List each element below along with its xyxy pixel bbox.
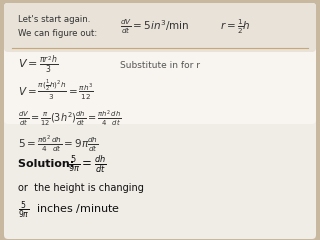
Text: $\frac{dV}{dt} = \frac{\pi}{12}(3h^2)\frac{dh}{dt} = \frac{\pi h^2}{4}\frac{dh}{: $\frac{dV}{dt} = \frac{\pi}{12}(3h^2)\fr… <box>18 108 121 128</box>
FancyBboxPatch shape <box>4 3 316 124</box>
Text: $\frac{5}{9\pi}$  inches /minute: $\frac{5}{9\pi}$ inches /minute <box>18 199 120 221</box>
Text: We can figure out:: We can figure out: <box>18 29 97 37</box>
Text: $V = \frac{\pi r^2 h}{3}$: $V = \frac{\pi r^2 h}{3}$ <box>18 55 58 75</box>
Text: $5 = \frac{\pi 6^2}{4}\frac{dh}{dt} = 9\pi\frac{dh}{dt}$: $5 = \frac{\pi 6^2}{4}\frac{dh}{dt} = 9\… <box>18 134 99 154</box>
Text: Substitute in for r: Substitute in for r <box>120 60 200 70</box>
Text: Solution:: Solution: <box>18 159 78 169</box>
Text: $V = \frac{\pi(\frac{1}{2}h)^2 h}{3} = \frac{\pi h^3}{12}$: $V = \frac{\pi(\frac{1}{2}h)^2 h}{3} = \… <box>18 78 94 102</box>
FancyBboxPatch shape <box>4 3 316 239</box>
Text: $r = \frac{1}{2}h$: $r = \frac{1}{2}h$ <box>220 18 251 36</box>
FancyBboxPatch shape <box>4 3 316 52</box>
Text: Let's start again.: Let's start again. <box>18 16 90 24</box>
Text: $\frac{5}{9\pi} = \frac{dh}{dt}$: $\frac{5}{9\pi} = \frac{dh}{dt}$ <box>68 153 107 175</box>
Text: or  the height is changing: or the height is changing <box>18 183 144 193</box>
Text: $\frac{dV}{dt} = 5in^3 / \mathrm{min}$: $\frac{dV}{dt} = 5in^3 / \mathrm{min}$ <box>120 18 189 36</box>
